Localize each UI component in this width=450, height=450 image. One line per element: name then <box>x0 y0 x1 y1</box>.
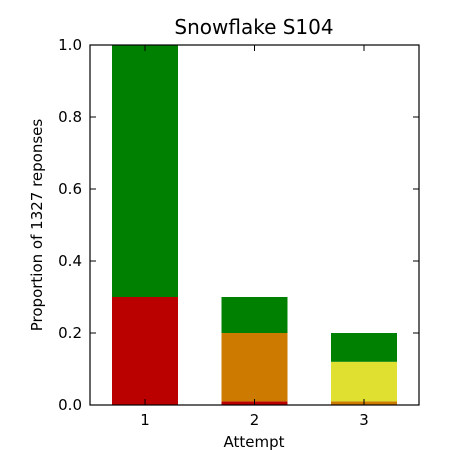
x-tick-label-1: 1 <box>140 411 150 429</box>
plot-frame <box>89 44 420 406</box>
y-tick-label-1.0: 1.0 <box>58 36 82 54</box>
bar-segment-3-3 <box>331 333 397 362</box>
x-tick-label-2: 2 <box>250 411 260 429</box>
bar-segment-1-3 <box>112 45 178 297</box>
y-axis-label: Proportion of 1327 reponses <box>28 119 46 332</box>
bar-segment-2-3 <box>221 297 288 333</box>
y-tick-label-0.4: 0.4 <box>58 252 82 270</box>
y-tick-label-0.6: 0.6 <box>58 180 82 198</box>
bar-segment-1-0 <box>112 297 178 405</box>
chart-title: Snowflake S104 <box>174 15 333 39</box>
y-tick-label-0.0: 0.0 <box>58 396 82 414</box>
x-axis-label: Attempt <box>223 433 284 450</box>
bar-segment-2-1 <box>221 333 288 402</box>
bars-group <box>112 45 397 405</box>
y-tick-label-0.8: 0.8 <box>58 108 82 126</box>
x-tick-label-3: 3 <box>359 411 369 429</box>
ticks-group: 1 2 3 0.0 0.2 0.4 0.6 0.8 1.0 <box>58 36 419 429</box>
y-tick-label-0.2: 0.2 <box>58 324 82 342</box>
bar-segment-3-2 <box>331 361 397 402</box>
